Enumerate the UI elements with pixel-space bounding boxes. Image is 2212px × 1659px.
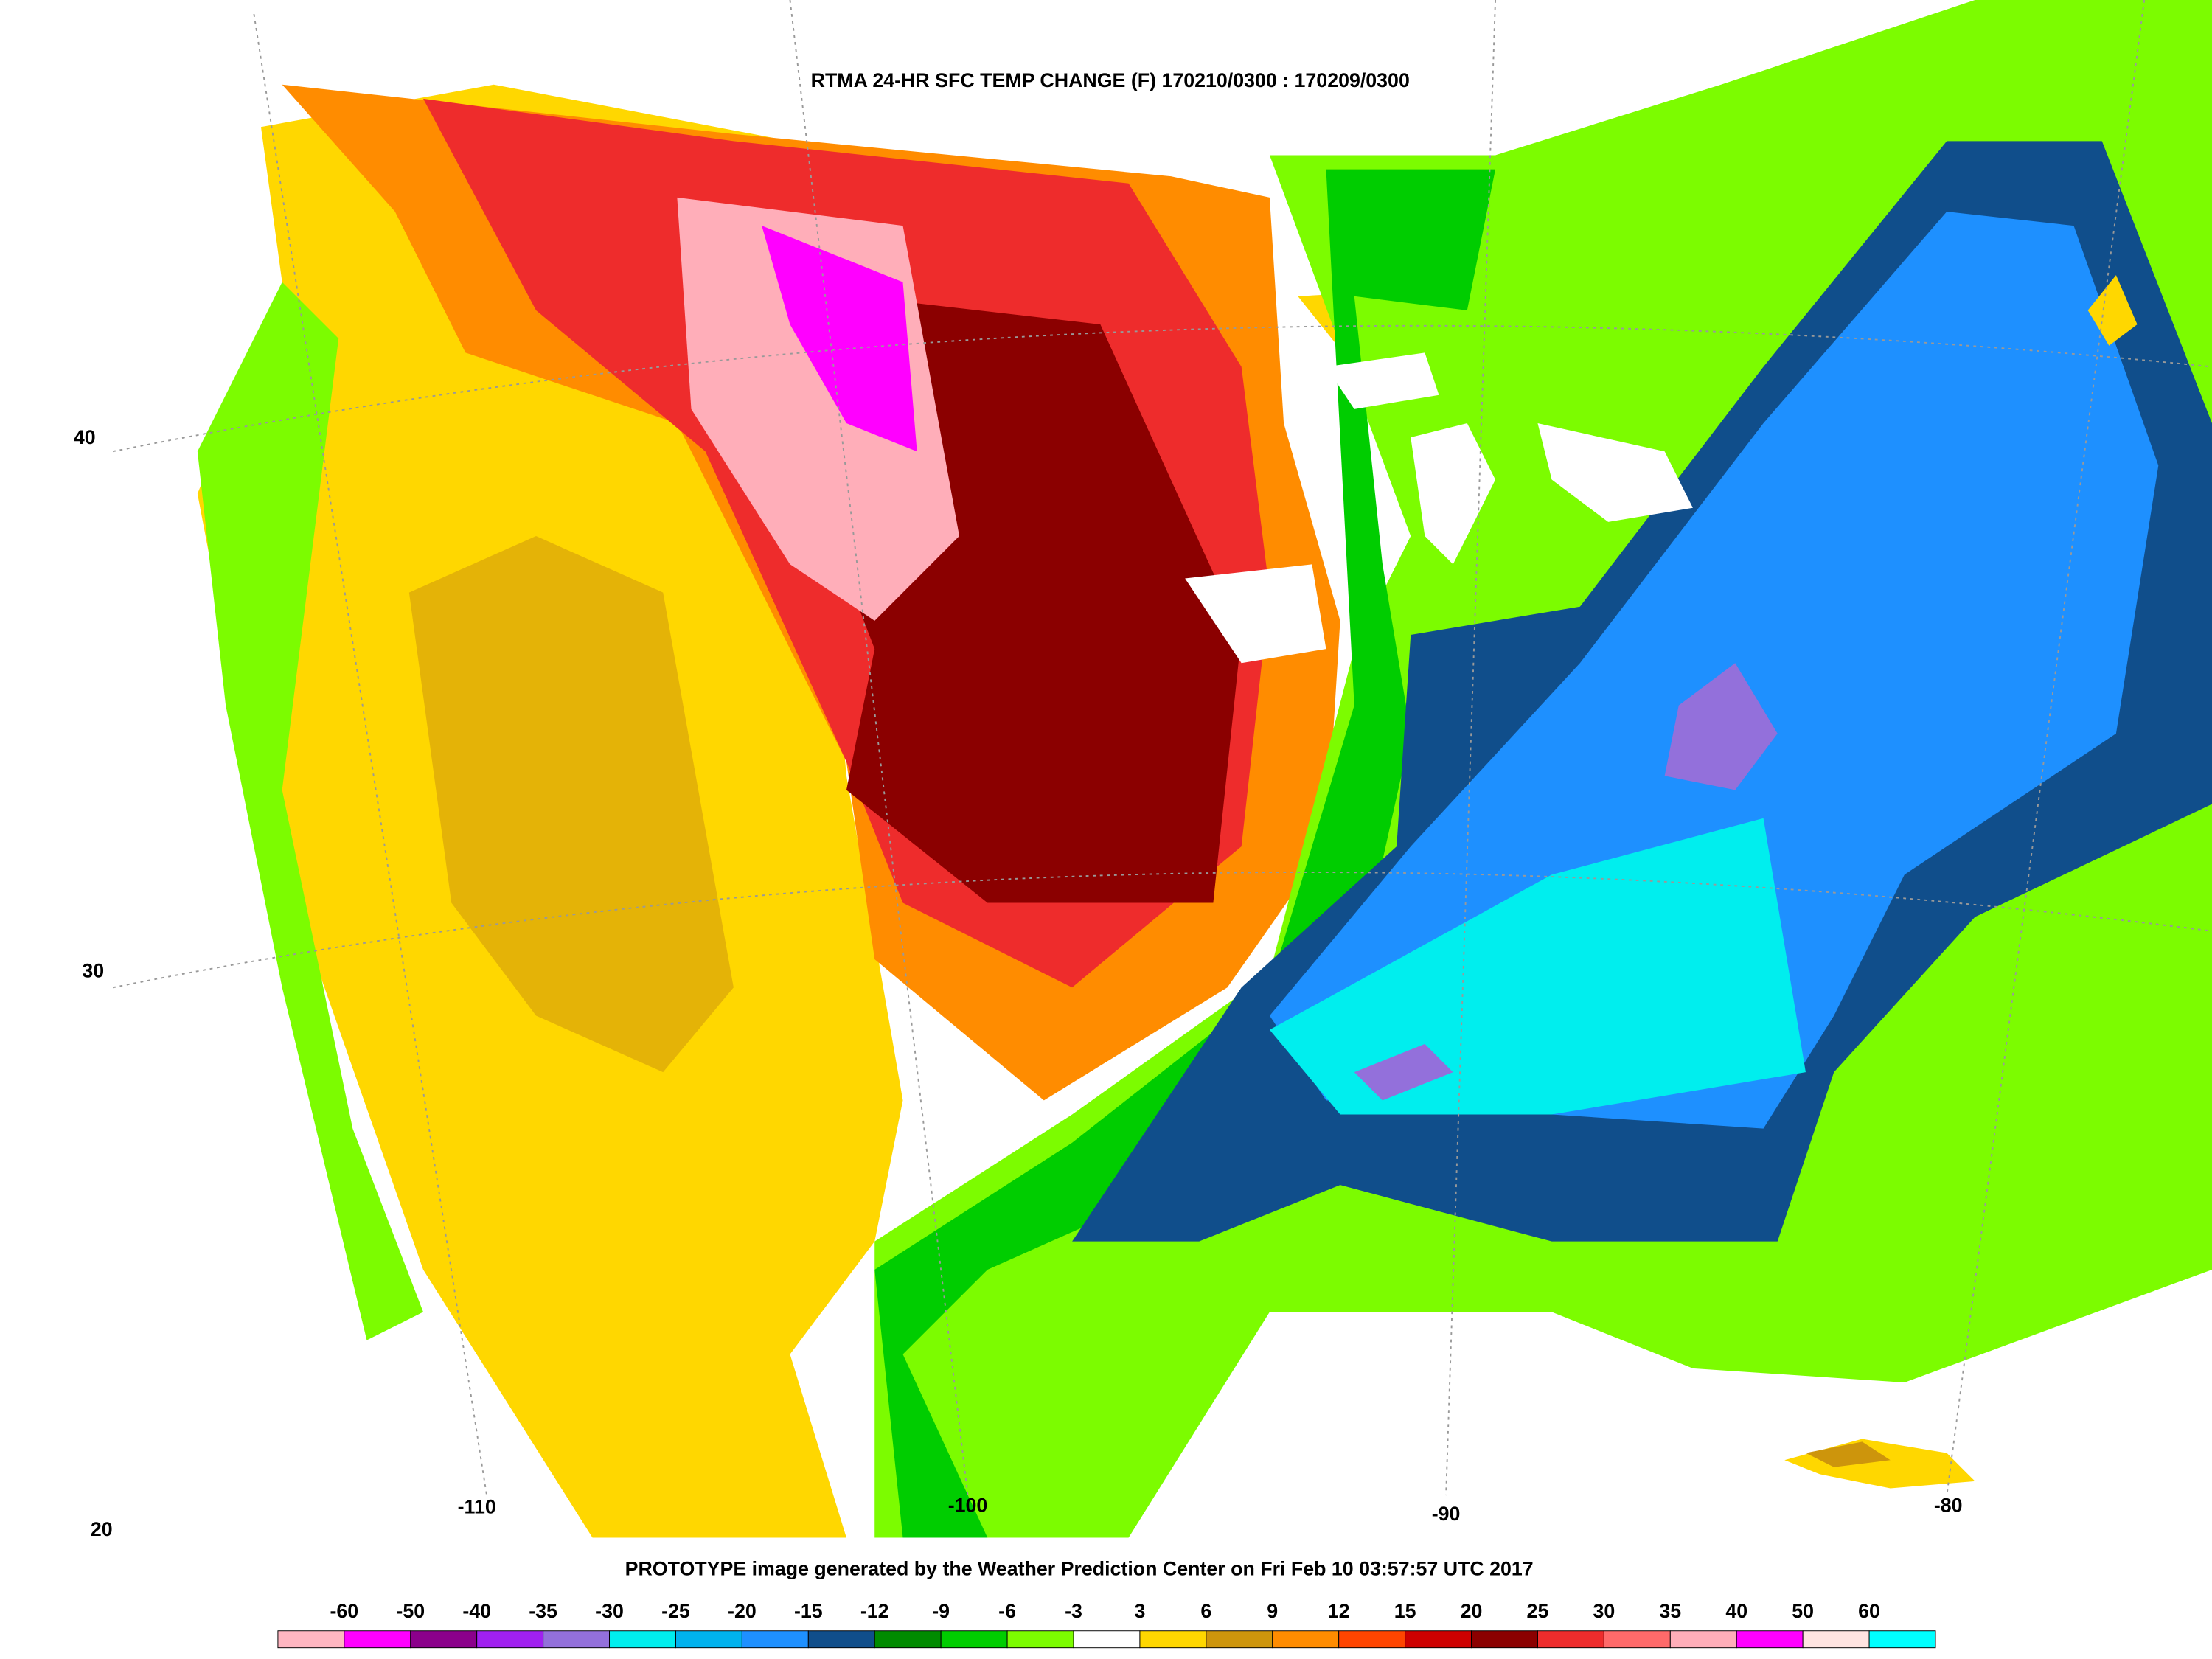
colorbar-label: 20 <box>1461 1600 1483 1622</box>
temperature-field <box>197 0 2212 1538</box>
colorbar-label: -9 <box>932 1600 950 1622</box>
field-green-mid <box>874 169 1496 1538</box>
colorbar-swatch <box>1868 1630 1936 1649</box>
colorbar-label: 9 <box>1267 1600 1278 1622</box>
colorbar-label: 3 <box>1134 1600 1145 1622</box>
lake <box>1537 422 1693 522</box>
graticule-line <box>1445 0 1497 1496</box>
colorbar-swatch <box>807 1630 875 1649</box>
latitude-label: 30 <box>82 959 104 981</box>
field-white-midwest <box>1185 564 1326 664</box>
colorbar-swatch <box>1006 1630 1074 1649</box>
graticule <box>112 0 2212 1496</box>
colorbar-swatch <box>1471 1630 1538 1649</box>
colorbar-label: 40 <box>1725 1600 1747 1622</box>
colorbar-label: -20 <box>728 1600 757 1622</box>
colorbar-label: -25 <box>661 1600 690 1622</box>
latitude-label: 40 <box>74 426 96 448</box>
colorbar-swatch <box>277 1630 345 1649</box>
graticule-line <box>112 872 2212 989</box>
colorbar-label: -35 <box>529 1600 557 1622</box>
colorbar-label: -40 <box>462 1600 491 1622</box>
graticule-line <box>112 324 2212 453</box>
colorbar-label: -60 <box>330 1600 358 1622</box>
lake <box>1326 352 1439 409</box>
field-cuba <box>1784 1439 1975 1489</box>
colorbar-label: -6 <box>998 1600 1016 1622</box>
colorbar-swatch <box>1338 1630 1406 1649</box>
colorbar-swatch <box>1669 1630 1737 1649</box>
longitude-label: -110 <box>458 1495 496 1517</box>
colorbar-label: 50 <box>1792 1600 1814 1622</box>
colorbar-label: 60 <box>1858 1600 1880 1622</box>
colorbar-swatch <box>1405 1630 1472 1649</box>
colorbar-swatch <box>940 1630 1008 1649</box>
longitude-label: -100 <box>948 1494 988 1516</box>
field-green-coast <box>197 282 423 1340</box>
map-title: RTMA 24-HR SFC TEMP CHANGE (F) 170210/03… <box>811 69 1410 91</box>
colorbar-label: 30 <box>1593 1600 1615 1622</box>
colorbar-swatch <box>1802 1630 1870 1649</box>
colorbar-swatch <box>1603 1630 1671 1649</box>
colorbar-swatch <box>874 1630 942 1649</box>
field-purple-patch <box>1354 1043 1453 1101</box>
colorbar-swatch <box>1139 1630 1207 1649</box>
colorbar-swatch <box>1736 1630 1804 1649</box>
colorbar-label: -50 <box>396 1600 425 1622</box>
colorbar-label: 6 <box>1200 1600 1211 1622</box>
colorbar-swatch <box>609 1630 676 1649</box>
colorbar-swatch <box>1272 1630 1340 1649</box>
colorbar-swatch <box>344 1630 411 1649</box>
colorbar-label: -3 <box>1065 1600 1082 1622</box>
colorbar-label: 15 <box>1394 1600 1416 1622</box>
colorbar-swatch <box>741 1630 809 1649</box>
colorbar-label: -12 <box>860 1600 889 1622</box>
colorbar-label: -15 <box>794 1600 823 1622</box>
colorbar-swatch <box>675 1630 742 1649</box>
lake <box>1411 422 1496 565</box>
colorbar-swatch <box>410 1630 478 1649</box>
longitude-label: -90 <box>1432 1503 1461 1525</box>
colorbar-label: 25 <box>1527 1600 1549 1622</box>
colorbar-swatch <box>1073 1630 1141 1649</box>
field-aqua-southeast <box>1269 818 1806 1115</box>
colorbar-label: 12 <box>1328 1600 1350 1622</box>
colorbar-swatch <box>476 1630 544 1649</box>
field-lightblue-east <box>1269 211 2159 1129</box>
field-goldenrod-west <box>408 536 734 1073</box>
colorbar-swatch <box>1206 1630 1273 1649</box>
field-magenta <box>762 226 917 452</box>
latitude-label: 20 <box>91 1518 113 1540</box>
longitude-label: -80 <box>1934 1494 1963 1516</box>
graticule-line <box>253 13 488 1496</box>
field-cuba-core <box>1805 1441 1891 1467</box>
footer-text: PROTOTYPE image generated by the Weather… <box>625 1558 1534 1580</box>
field-gold-atlantic <box>2087 275 2138 346</box>
colorbar-swatch <box>1537 1630 1604 1649</box>
colorbar-swatch <box>543 1630 611 1649</box>
graticule-line <box>1946 0 2146 1496</box>
colorbar: -60 -50 -40 -35 -30 -25 -20 -15 -12 -9 -6 -3 3 6 9 12 15… <box>277 1600 1936 1649</box>
colorbar-label: 35 <box>1659 1600 1681 1622</box>
field-purple-patch <box>1664 663 1778 790</box>
colorbar-label: -30 <box>595 1600 624 1622</box>
